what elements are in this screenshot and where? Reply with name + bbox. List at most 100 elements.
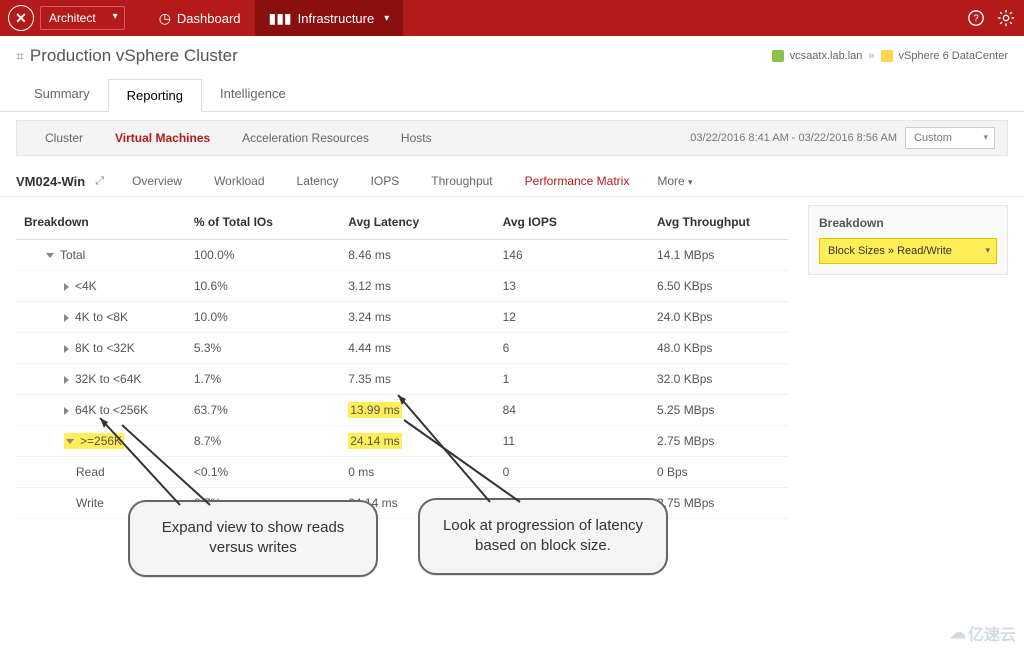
row-label: Read: [24, 465, 105, 479]
row-32k-64k[interactable]: 32K to <64K 1.7% 7.35 ms 1 32.0 KBps: [16, 364, 788, 395]
vtab-workload[interactable]: Workload: [200, 166, 278, 196]
datacenter-icon: [881, 50, 893, 62]
caret-right-icon: [64, 314, 69, 322]
breakdown-table: Breakdown % of Total IOs Avg Latency Avg…: [16, 205, 788, 519]
nav-infrastructure[interactable]: ▮▮▮ Infrastructure ▾: [255, 0, 404, 36]
vtab-performance-matrix[interactable]: Performance Matrix: [511, 166, 644, 196]
cell-iops: 0: [495, 457, 649, 488]
row-label: <4K: [75, 279, 97, 293]
breadcrumb-dc[interactable]: vSphere 6 DataCenter: [899, 50, 1008, 62]
cell-tput: 2.75 MBps: [649, 488, 788, 519]
speedometer-icon: ◷: [159, 10, 171, 27]
breakdown-table-wrap: Breakdown % of Total IOs Avg Latency Avg…: [16, 205, 788, 519]
table-header-row: Breakdown % of Total IOs Avg Latency Avg…: [16, 205, 788, 240]
vtab-iops[interactable]: IOPS: [357, 166, 414, 196]
vm-name: VM024-Win: [16, 174, 85, 189]
cell-lat-highlighted: 24.14 ms: [348, 433, 401, 449]
cell-tput: 24.0 KBps: [649, 302, 788, 333]
row-read[interactable]: Read <0.1% 0 ms 0 0 Bps: [16, 457, 788, 488]
cell-tput: 48.0 KBps: [649, 333, 788, 364]
expand-icon[interactable]: ⤢: [95, 175, 104, 188]
nav-dashboard[interactable]: ◷ Dashboard: [145, 0, 255, 36]
timerange-text: 03/22/2016 8:41 AM - 03/22/2016 8:56 AM: [690, 132, 897, 144]
nav-infrastructure-label: Infrastructure: [298, 11, 375, 26]
row-lt4k[interactable]: <4K 10.6% 3.12 ms 13 6.50 KBps: [16, 271, 788, 302]
row-label: 64K to <256K: [75, 403, 148, 417]
timerange-mode-label: Custom: [914, 132, 952, 144]
vtab-throughput[interactable]: Throughput: [417, 166, 506, 196]
vtab-latency[interactable]: Latency: [283, 166, 353, 196]
breakdown-heading: Breakdown: [819, 216, 997, 230]
cell-lat-highlighted: 13.99 ms: [348, 402, 401, 418]
annotation-callout-expand: Expand view to show reads versus writes: [128, 500, 378, 577]
cluster-icon: ⌗: [16, 48, 24, 65]
cell-lat: 3.24 ms: [340, 302, 494, 333]
cell-tput: 2.75 MBps: [649, 426, 788, 457]
col-pct: % of Total IOs: [194, 215, 273, 229]
row-total[interactable]: Total 100.0% 8.46 ms 146 14.1 MBps: [16, 240, 788, 271]
breakdown-dropdown-label: Block Sizes » Read/Write: [828, 245, 952, 257]
breadcrumb: vcsaatx.lab.lan » vSphere 6 DataCenter: [772, 50, 1008, 62]
cell-pct: 100.0%: [186, 240, 340, 271]
primary-tabs: Summary Reporting Intelligence: [0, 78, 1024, 112]
cell-iops: 13: [495, 271, 649, 302]
row-8k-32k[interactable]: 8K to <32K 5.3% 4.44 ms 6 48.0 KBps: [16, 333, 788, 364]
row-label: 8K to <32K: [75, 341, 135, 355]
vtab-overview[interactable]: Overview: [118, 166, 196, 196]
breakdown-box: Breakdown Block Sizes » Read/Write: [808, 205, 1008, 275]
svg-text:?: ?: [973, 14, 979, 25]
breadcrumb-vc[interactable]: vcsaatx.lab.lan: [790, 50, 863, 62]
cell-iops: 84: [495, 395, 649, 426]
tab-summary[interactable]: Summary: [16, 78, 108, 111]
row-label: 32K to <64K: [75, 372, 141, 386]
cell-tput: 5.25 MBps: [649, 395, 788, 426]
vtab-more-dropdown[interactable]: More ▾: [647, 166, 702, 196]
row-label-highlighted: >=256K: [80, 434, 122, 448]
cell-lat: 0 ms: [340, 457, 494, 488]
cell-pct: <0.1%: [186, 457, 340, 488]
title-bar: ⌗ Production vSphere Cluster vcsaatx.lab…: [0, 36, 1024, 72]
cell-pct: 10.0%: [186, 302, 340, 333]
subtab-hosts[interactable]: Hosts: [385, 120, 448, 156]
chevron-down-icon: ▾: [688, 177, 693, 187]
vc-icon: [772, 50, 784, 62]
row-label: Write: [24, 496, 104, 510]
vm-subtabs: VM024-Win ⤢ Overview Workload Latency IO…: [0, 156, 1024, 197]
chevron-down-icon: ▾: [384, 13, 389, 24]
cell-iops: 11: [495, 426, 649, 457]
row-label: Total: [60, 248, 85, 262]
row-64k-256k[interactable]: 64K to <256K 63.7% 13.99 ms 84 5.25 MBps: [16, 395, 788, 426]
cell-pct: 5.3%: [186, 333, 340, 364]
annotation-callout-latency: Look at progression of latency based on …: [418, 498, 668, 575]
role-dropdown[interactable]: Architect: [40, 6, 125, 30]
bars-icon: ▮▮▮: [269, 10, 292, 27]
col-breakdown: Breakdown: [24, 215, 89, 229]
annotation-text: Look at progression of latency based on …: [443, 517, 643, 554]
nav-dashboard-label: Dashboard: [177, 11, 241, 26]
watermark: ☁ 亿速云: [950, 621, 1016, 645]
timerange-mode-dropdown[interactable]: Custom: [905, 127, 995, 149]
row-label: 4K to <8K: [75, 310, 128, 324]
gear-icon[interactable]: [996, 8, 1016, 28]
cell-lat: 8.46 ms: [340, 240, 494, 271]
cell-tput: 0 Bps: [649, 457, 788, 488]
breakdown-dropdown[interactable]: Block Sizes » Read/Write: [819, 238, 997, 264]
row-ge256k[interactable]: >=256K 8.7% 24.14 ms 11 2.75 MBps: [16, 426, 788, 457]
cell-pct: 1.7%: [186, 364, 340, 395]
cell-pct: 63.7%: [186, 395, 340, 426]
row-4k-8k[interactable]: 4K to <8K 10.0% 3.24 ms 12 24.0 KBps: [16, 302, 788, 333]
role-dropdown-label: Architect: [49, 11, 96, 25]
col-latency: Avg Latency: [348, 215, 419, 229]
caret-down-icon: [66, 439, 74, 444]
cell-iops: 146: [495, 240, 649, 271]
help-icon[interactable]: ?: [966, 8, 986, 28]
subtab-cluster[interactable]: Cluster: [29, 120, 99, 156]
cell-lat: 3.12 ms: [340, 271, 494, 302]
product-logo-icon: ✕: [8, 5, 34, 31]
sub-tabs-bar: Cluster Virtual Machines Acceleration Re…: [16, 120, 1008, 156]
subtab-acceleration-resources[interactable]: Acceleration Resources: [226, 120, 385, 156]
subtab-virtual-machines[interactable]: Virtual Machines: [99, 120, 226, 156]
tab-reporting[interactable]: Reporting: [108, 79, 202, 112]
tab-intelligence[interactable]: Intelligence: [202, 78, 304, 111]
vtab-more-label: More: [657, 174, 684, 188]
